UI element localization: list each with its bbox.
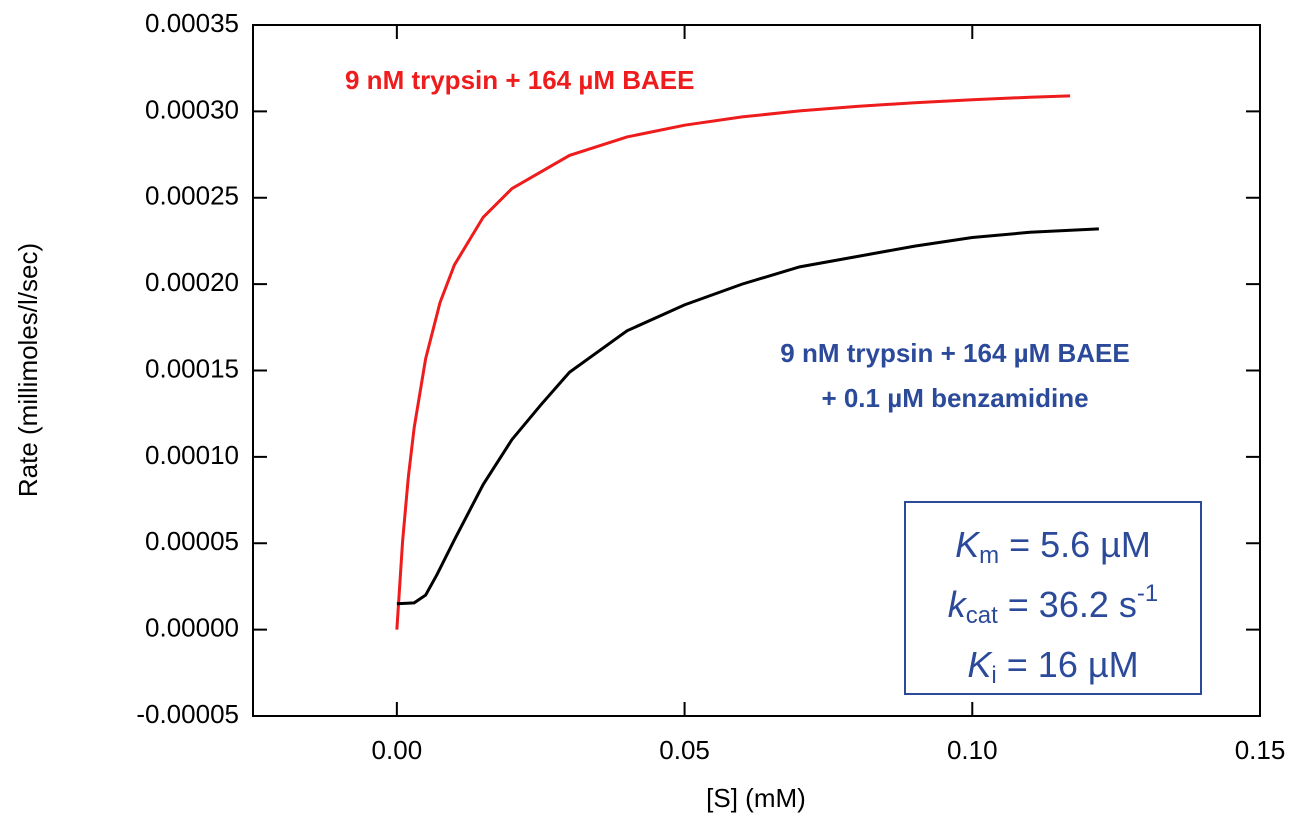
x-tick-label: 0.10 <box>947 735 998 765</box>
parameter: Km = 5.6 µM <box>955 524 1151 570</box>
y-tick-label: 0.00030 <box>145 94 239 124</box>
y-tick-label: 0.00010 <box>145 440 239 470</box>
parameter-subscript: cat <box>966 602 998 629</box>
x-axis-label: [S] (mM) <box>706 783 806 813</box>
parameter-text: = 36.2 s <box>998 584 1137 625</box>
series-label: 9 nM trypsin + 164 µM BAEE <box>345 65 694 95</box>
y-axis-label: Rate (millimoles/l/sec) <box>13 243 43 497</box>
parameter-text: = 5.6 µM <box>999 524 1151 565</box>
y-tick-label: 0.00005 <box>145 526 239 556</box>
parameter-symbol: k <box>948 584 968 625</box>
y-tick-label: 0.00015 <box>145 353 239 383</box>
y-tick-label: 0.00035 <box>145 8 239 38</box>
parameter-subscript: m <box>979 542 999 569</box>
series-label: + 0.1 µM benzamidine <box>821 383 1088 413</box>
parameters-box <box>904 501 1202 695</box>
plot-frame <box>252 24 1261 717</box>
parameter-symbol: K <box>967 644 993 685</box>
y-tick-label: 0.00025 <box>145 181 239 211</box>
parameter-subscript: i <box>991 662 996 689</box>
x-tick-label: 0.00 <box>372 735 423 765</box>
parameter: kcat = 36.2 s-1 <box>948 580 1158 629</box>
y-tick-label: 0.00020 <box>145 267 239 297</box>
data-line <box>395 94 1071 630</box>
parameter-text: = 16 µM <box>997 644 1139 685</box>
parameter: Ki = 16 µM <box>967 644 1138 690</box>
x-tick-label: 0.05 <box>659 735 710 765</box>
y-tick-label: -0.00005 <box>136 699 239 729</box>
y-tick-label: 0.00000 <box>145 613 239 643</box>
series-label: 9 nM trypsin + 164 µM BAEE <box>780 338 1129 368</box>
parameter-superscript: -1 <box>1137 580 1158 607</box>
x-tick-label: 0.15 <box>1235 735 1286 765</box>
data-line <box>396 227 1099 606</box>
parameter-symbol: K <box>955 524 981 565</box>
